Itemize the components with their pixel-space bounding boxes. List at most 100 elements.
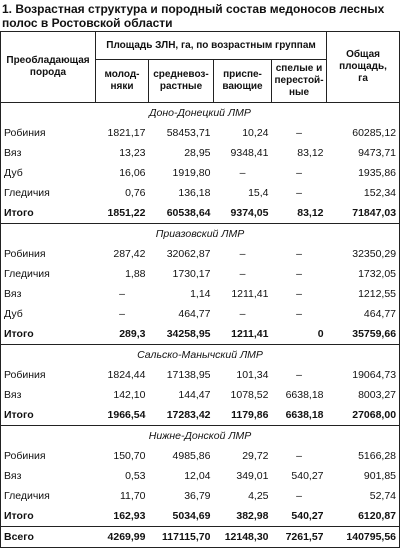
table-cell: 1,88 <box>125 268 146 280</box>
table-row: Итого 1966,54 17283,42 1179,86 6638,18 27068,… <box>1 405 400 426</box>
table-row: Робиния 287,42 32062,87 – – 32350,29 <box>1 244 400 264</box>
table-cell: – <box>239 248 246 260</box>
table-cell: 10,24 <box>242 127 269 139</box>
section-name: Сальско-Манычский ЛМР <box>0 344 400 365</box>
table-cell: 0,53 <box>125 470 146 482</box>
table-cell: Итого <box>4 510 34 522</box>
header-line: перестой- <box>274 75 324 86</box>
table-cell: 9348,41 <box>230 147 269 159</box>
table-cell: 16,06 <box>119 167 146 179</box>
table-cell: 1732,05 <box>358 268 397 280</box>
table-cell: 1935,86 <box>358 167 397 179</box>
table-cell: 142,10 <box>113 389 146 401</box>
table-cell: 71847,03 <box>352 207 397 219</box>
header-row: молод-няки средневоз-растные приспе-вающие… <box>1 59 400 103</box>
table-cell: 540,27 <box>291 510 324 522</box>
table-cell: 1179,86 <box>231 409 269 421</box>
table-cell: – <box>296 167 302 179</box>
header-row: Преобладающая порода Площадь ЗЛН, га, по… <box>0 31 400 103</box>
section-row: Нижне-Донской ЛМР <box>0 425 400 446</box>
table-cell: 29,72 <box>242 450 269 462</box>
table-cell: 150,70 <box>113 450 146 462</box>
header-cell: Преобладающая порода <box>0 31 96 103</box>
table-cell: 17138,95 <box>166 369 211 381</box>
table-cell: 36,79 <box>184 490 211 502</box>
table-cell: 1851,22 <box>107 207 146 219</box>
table-cell: – <box>296 187 302 199</box>
table-cell: 1211,41 <box>231 328 269 340</box>
table-row: Итого 162,93 5034,69 382,98 540,27 6120,87 <box>1 506 400 527</box>
table-cell: 382,98 <box>236 510 269 522</box>
header-cell: Общая площадь, га <box>326 31 400 103</box>
table-row: Вяз – 1,14 1211,41 – 1212,55 <box>1 284 400 304</box>
table-cell: 19064,73 <box>352 369 397 381</box>
table-cell: 13,23 <box>119 147 146 159</box>
table-cell: Гледичия <box>4 187 50 199</box>
table-cell: 83,12 <box>297 147 324 159</box>
table-row: Дуб – 464,77 – – 464,77 <box>1 304 400 324</box>
header-cell: Площадь ЗЛН, га, по возрастным группам <box>94 31 328 60</box>
table-cell: 32062,87 <box>166 248 211 260</box>
table-cell: 540,27 <box>291 470 324 482</box>
table-cell: 117115,70 <box>148 526 214 548</box>
table-cell: 4269,99 <box>95 526 149 548</box>
table-row: Итого 289,3 34258,95 1211,41 0 35759,66 <box>1 324 400 345</box>
header-line: средневоз- <box>153 69 209 80</box>
table-row: Всего 4269,99 117115,70 12148,30 7261,57 1407… <box>0 526 400 548</box>
table-cell: 140795,56 <box>326 526 400 548</box>
table-cell: 0,76 <box>125 187 146 199</box>
header-line: площадь, <box>339 61 387 72</box>
table-row: Вяз 13,23 28,95 9348,41 83,12 9473,71 <box>1 143 400 163</box>
header-line: Общая <box>346 49 380 60</box>
section-row: Доно-Донецкий ЛМР <box>0 102 400 123</box>
table-cell: 1,14 <box>190 288 211 300</box>
table-cell: 6120,87 <box>358 510 397 522</box>
header-cell: молод-няки <box>95 59 149 103</box>
table-cell: 9473,71 <box>358 147 397 159</box>
table-cell: Итого <box>4 409 34 421</box>
table-cell: – <box>296 248 302 260</box>
table-cell: 4985,86 <box>172 450 211 462</box>
table-cell: 464,77 <box>178 308 211 320</box>
header-line: ные <box>288 87 310 98</box>
table-cell: 287,42 <box>113 248 146 260</box>
table-row: Гледичия 11,70 36,79 4,25 – 52,74 <box>1 486 400 506</box>
header-line: спелые и <box>275 63 323 74</box>
table-row: Робиния 150,70 4985,86 29,72 – 5166,28 <box>1 446 400 466</box>
table-cell: 28,95 <box>184 147 211 159</box>
table-row: Итого 1851,22 60538,64 9374,05 83,12 71847,03 <box>1 203 400 224</box>
table-cell: 144,47 <box>178 389 211 401</box>
table-cell: 901,85 <box>363 470 397 482</box>
table-row: Гледичия 0,76 136,18 15,4 – 152,34 <box>1 183 400 203</box>
table-cell: – <box>296 288 302 300</box>
table-cell: – <box>296 127 302 139</box>
table-cell: 12148,30 <box>213 526 272 548</box>
table-cell: Гледичия <box>4 268 50 280</box>
table-cell: 12,04 <box>184 470 211 482</box>
table-cell: 5166,28 <box>358 450 397 462</box>
table-cell: 1966,54 <box>107 409 146 421</box>
section-name: Нижне-Донской ЛМР <box>0 425 400 446</box>
table-cell: 136,18 <box>178 187 211 199</box>
section-name: Приазовский ЛМР <box>0 223 400 244</box>
table-cell: Итого <box>4 207 34 219</box>
header-cell: спелые и перестой-ные <box>270 59 328 103</box>
table-cell: Вяз <box>4 470 22 482</box>
table-cell: Робиния <box>4 369 46 381</box>
table-row: Вяз 142,10 144,47 1078,52 6638,18 8003,27 <box>1 385 400 405</box>
table-cell: 6638,18 <box>285 389 324 401</box>
header-line: растные <box>159 81 203 92</box>
table-row: Вяз 0,53 12,04 349,01 540,27 901,85 <box>1 466 400 486</box>
table-cell: 1212,55 <box>358 288 397 300</box>
table-cell: 6638,18 <box>285 409 324 421</box>
table-cell: 464,77 <box>363 308 397 320</box>
table-cell: 101,34 <box>236 369 269 381</box>
header-line: вающие <box>222 81 263 92</box>
table-cell: 152,34 <box>363 187 397 199</box>
table-cell: 11,70 <box>120 490 146 502</box>
table-cell: 162,93 <box>113 510 146 522</box>
table-cell: Робиния <box>4 450 46 462</box>
table-row: Дуб 16,06 1919,80 – – 1935,86 <box>1 163 400 183</box>
table-cell: 1078,52 <box>230 389 269 401</box>
